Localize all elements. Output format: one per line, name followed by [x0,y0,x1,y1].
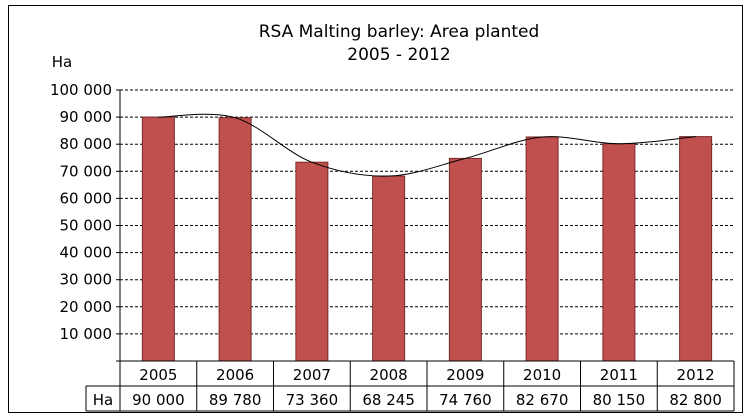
x-tick-label: 2006 [216,366,254,384]
y-tick-label: 70 000 [60,162,113,180]
data-label: 80 150 [593,391,646,409]
bar-2010 [525,136,559,362]
y-tick-label: 30 000 [60,271,113,289]
y-tick-label: 40 000 [60,244,113,262]
bar-2011 [602,143,636,362]
bars [141,116,713,362]
bar-2005 [141,116,175,362]
y-tick-label: 50 000 [60,217,113,235]
bar-2006 [218,117,252,362]
data-label: 90 000 [132,391,185,409]
data-label: 74 760 [439,391,492,409]
data-table: 2005 90 000 2006 89 780 2007 73 360 2008 68 245… [85,360,735,412]
table-series-name: Ha [93,391,113,409]
y-axis-unit: Ha [52,53,72,71]
data-label: 89 780 [209,391,262,409]
y-tick-label: 100 000 [50,81,112,99]
x-tick-label: 2011 [600,366,638,384]
bar-2009 [448,157,482,362]
y-tick-label: 10 000 [60,325,113,343]
x-tick-label: 2012 [677,366,715,384]
data-label: 68 245 [362,391,415,409]
x-tick-label: 2005 [139,366,177,384]
y-tick-label: 20 000 [60,298,113,316]
data-label: 82 800 [669,391,722,409]
data-label: 73 360 [286,391,339,409]
trend-line [158,113,696,177]
x-tick-label: 2007 [293,366,331,384]
data-label: 82 670 [516,391,569,409]
y-tick-label: 80 000 [60,135,113,153]
bar-2007 [295,161,329,362]
bar-2012 [679,136,713,362]
x-tick-label: 2010 [523,366,561,384]
x-tick-label: 2008 [370,366,408,384]
x-tick-label: 2009 [446,366,484,384]
y-axis-ticks: 10 000 20 000 30 000 40 000 50 000 60 000 70 0… [50,81,120,362]
y-tick-label: 90 000 [60,108,113,126]
bar-2008 [372,175,406,362]
gridlines [120,89,734,335]
chart-subtitle: 2005 - 2012 [347,45,450,65]
chart-title: RSA Malting barley: Area planted [259,22,540,42]
y-tick-label: 60 000 [60,189,113,207]
